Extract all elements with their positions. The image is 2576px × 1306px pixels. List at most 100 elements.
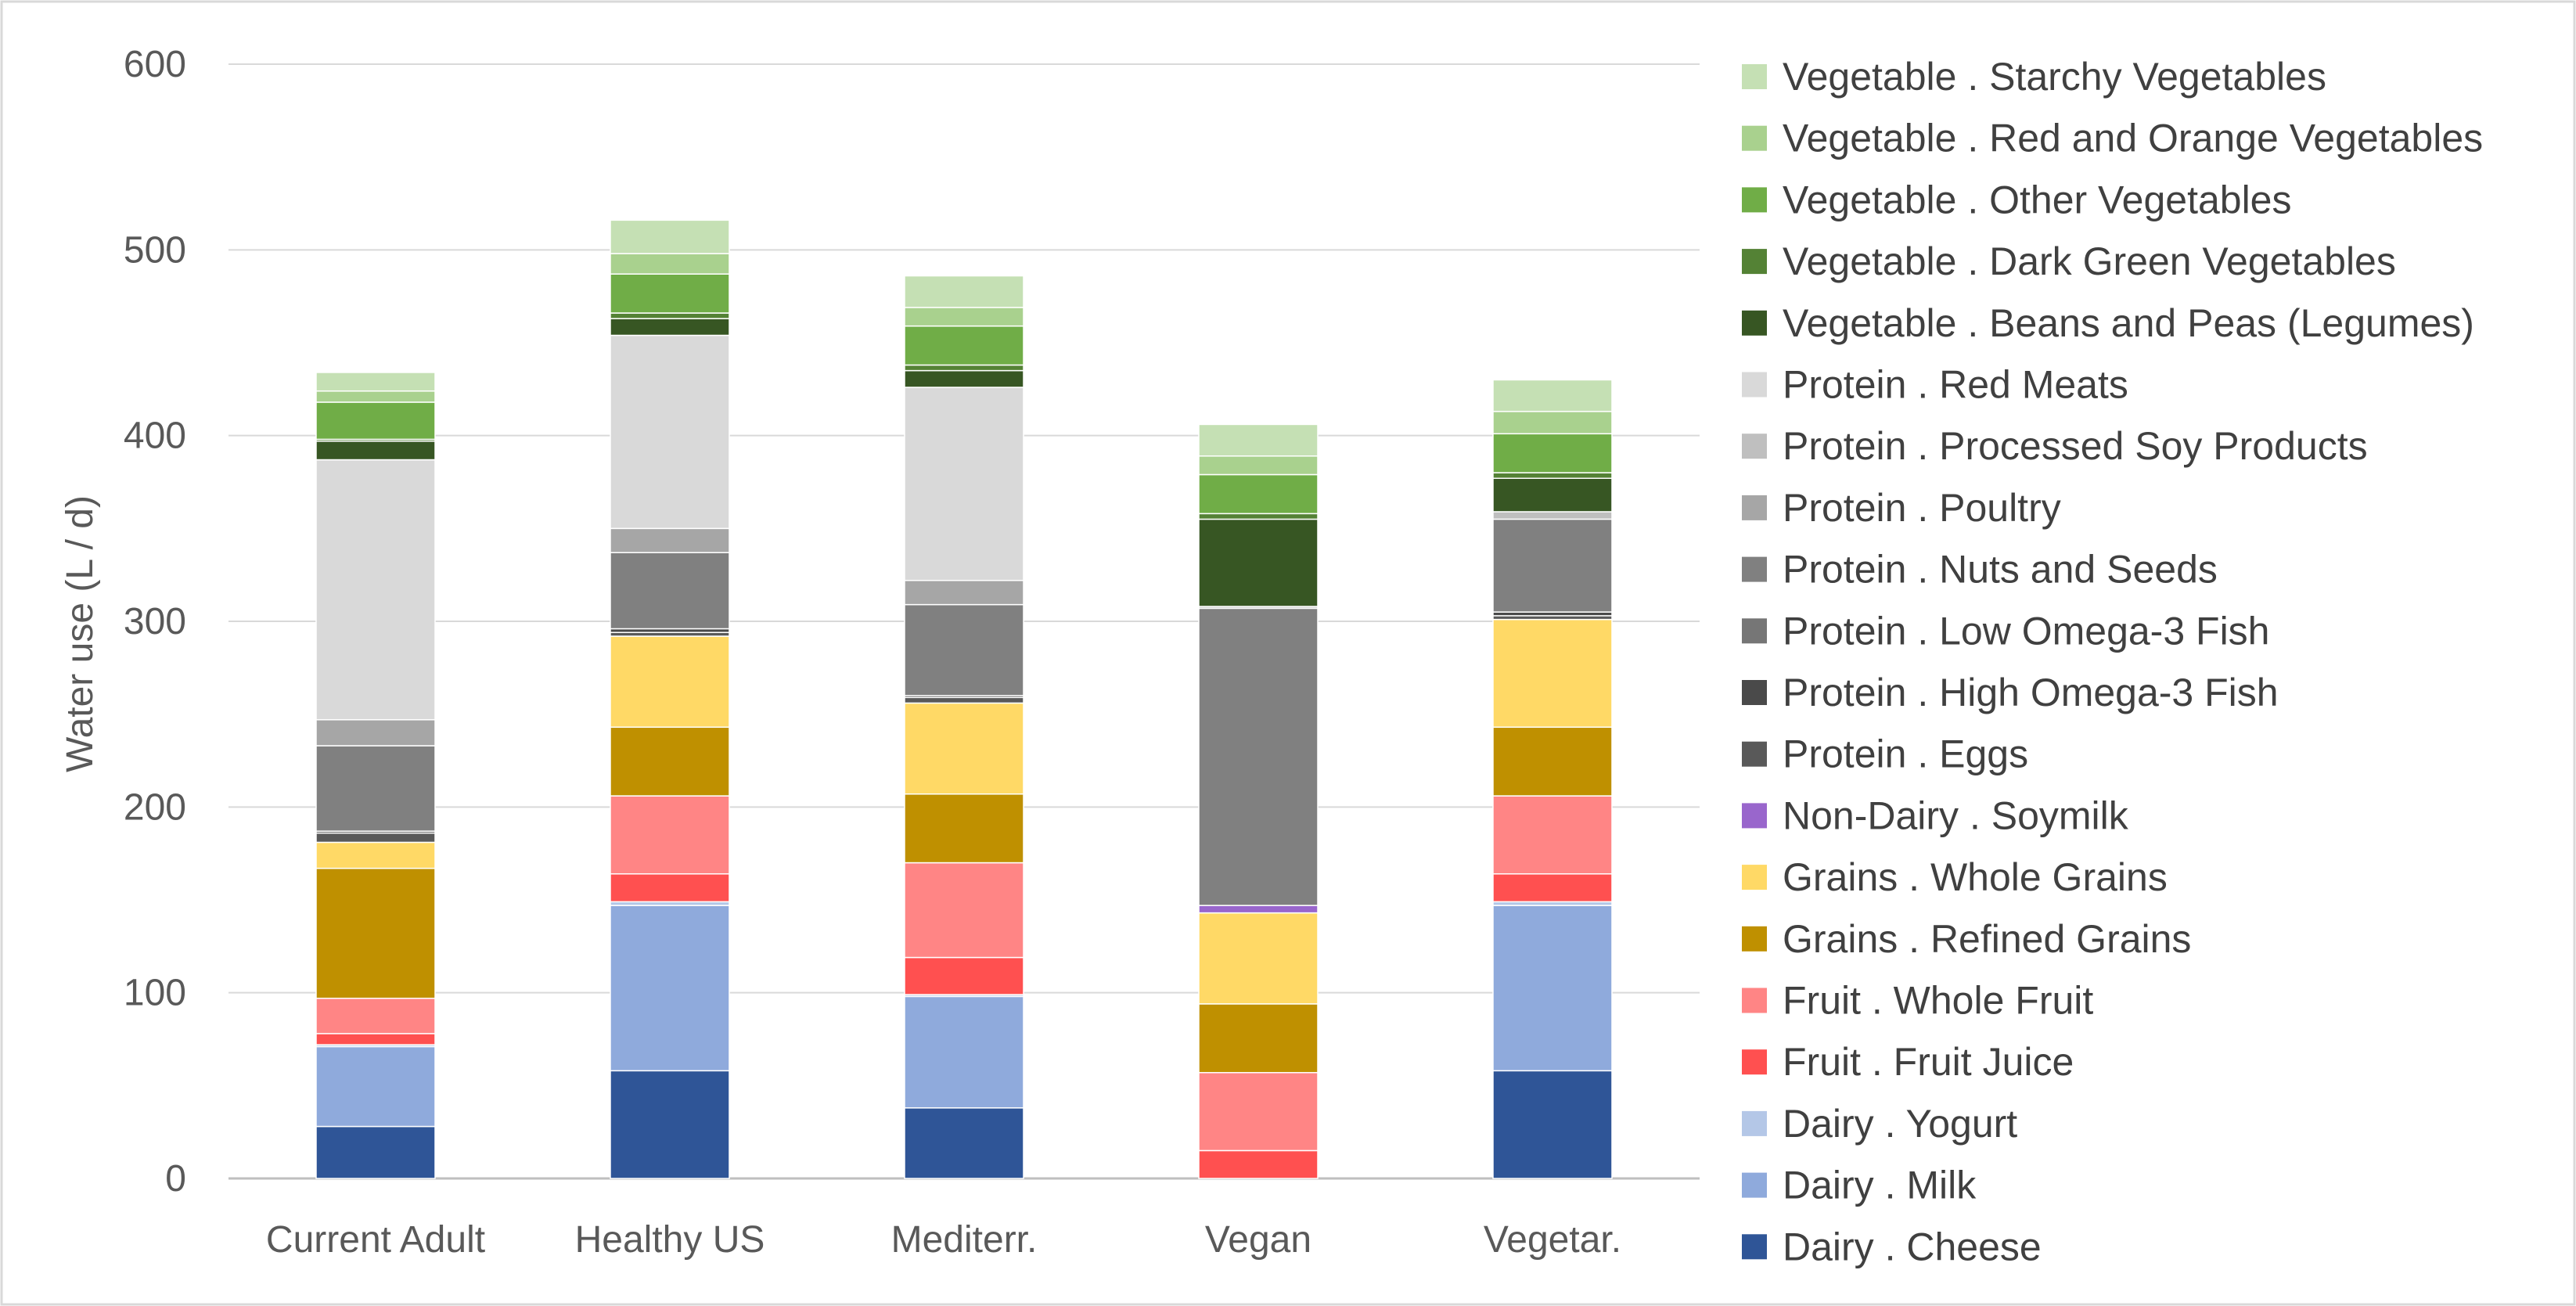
- bar-segment: [904, 580, 1024, 606]
- legend-swatch: [1742, 556, 1767, 582]
- bar-segment: [610, 318, 730, 336]
- bar-segment: [904, 1107, 1024, 1179]
- legend-swatch: [1742, 680, 1767, 705]
- legend-label: Fruit . Fruit Juice: [1783, 1040, 2074, 1084]
- x-axis: Current Adult Healthy US Mediterr. Vegan Veg…: [266, 1219, 1621, 1261]
- x-tick-label: Healthy US: [575, 1219, 765, 1261]
- bar-segment: [610, 334, 730, 530]
- bar-segment: [315, 745, 436, 832]
- bar-segment: [610, 219, 730, 254]
- bar-segment: [1198, 912, 1319, 1005]
- legend-label: Protein . Low Omega-3 Fish: [1783, 609, 2270, 653]
- bar-segment: [610, 726, 730, 797]
- bar-segment: [1492, 795, 1613, 875]
- legend-swatch: [1742, 125, 1767, 151]
- bar-segment: [904, 387, 1024, 581]
- legend-swatch: [1742, 1049, 1767, 1075]
- bar-segment: [1198, 455, 1319, 476]
- legend-swatch: [1742, 1234, 1767, 1260]
- bar-segment: [1492, 411, 1613, 435]
- legend-swatch: [1742, 187, 1767, 213]
- x-tick-label: Mediterr.: [891, 1219, 1038, 1261]
- bar-segment: [1492, 511, 1613, 520]
- bar-segment: [610, 795, 730, 875]
- bar-segment: [1492, 379, 1613, 412]
- bar-segment: [904, 307, 1024, 327]
- bar-segment: [1198, 513, 1319, 520]
- legend-swatch: [1742, 803, 1767, 829]
- legend-label: Dairy . Milk: [1783, 1164, 1977, 1207]
- bar-segment: [315, 459, 436, 721]
- x-tick-label: Vegan: [1205, 1219, 1311, 1261]
- legend-label: Non-Dairy . Soymilk: [1783, 793, 2129, 837]
- bar-segment: [315, 719, 436, 747]
- bar-segment: [904, 702, 1024, 795]
- bar-segment: [904, 696, 1024, 704]
- legend-swatch: [1742, 495, 1767, 520]
- bar-segment: [315, 998, 436, 1034]
- legend-swatch: [1742, 865, 1767, 890]
- legend-label: Protein . Poultry: [1783, 486, 2061, 530]
- bar-segment: [1198, 473, 1319, 515]
- legend-label: Protein . Eggs: [1783, 732, 2028, 776]
- legend-swatch: [1742, 618, 1767, 644]
- x-tick-label: Vegetar.: [1484, 1219, 1621, 1261]
- legend-swatch: [1742, 1110, 1767, 1136]
- bar-segment: [610, 1070, 730, 1179]
- y-axis: 0 100 200 300 400 500 600: [124, 44, 186, 1200]
- bar-segment: [610, 273, 730, 314]
- bar-segment: [610, 873, 730, 903]
- bar-segment: [315, 372, 436, 392]
- y-axis-title: Water use (L / d): [59, 495, 101, 772]
- legend-label: Protein . Nuts and Seeds: [1783, 548, 2218, 592]
- bar-segment: [315, 401, 436, 441]
- bar-segment: [904, 995, 1024, 1109]
- bar-segment: [315, 1045, 436, 1128]
- bar-segment: [904, 603, 1024, 696]
- bar-segment: [1198, 423, 1319, 457]
- legend-label: Vegetable . Dark Green Vegetables: [1783, 239, 2396, 283]
- bar-segment: [904, 862, 1024, 959]
- bar-segment: [1198, 518, 1319, 607]
- x-tick-label: Current Adult: [266, 1219, 485, 1261]
- bar-segment: [904, 325, 1024, 366]
- y-tick-label: 0: [165, 1158, 186, 1200]
- y-tick-label: 500: [124, 229, 186, 271]
- y-tick-label: 600: [124, 44, 186, 85]
- legend-swatch: [1742, 1172, 1767, 1198]
- bar-segment: [315, 390, 436, 403]
- bar-segment: [1492, 1070, 1613, 1179]
- bars: [315, 219, 1613, 1179]
- legend-label: Grains . Whole Grains: [1783, 855, 2168, 899]
- bar-segment: [1492, 726, 1613, 797]
- y-tick-label: 300: [124, 601, 186, 642]
- y-tick-label: 100: [124, 973, 186, 1014]
- bar-segment: [610, 527, 730, 553]
- legend-swatch: [1742, 434, 1767, 459]
- legend-swatch: [1742, 988, 1767, 1013]
- legend-label: Protein . High Omega-3 Fish: [1783, 671, 2279, 714]
- y-tick-label: 200: [124, 786, 186, 828]
- bar-segment: [315, 441, 436, 461]
- bar-segment: [610, 635, 730, 729]
- legend-label: Protein . Red Meats: [1783, 363, 2128, 407]
- legend-swatch: [1742, 64, 1767, 89]
- bar-segment: [610, 253, 730, 275]
- legend-label: Grains . Refined Grains: [1783, 917, 2191, 961]
- bar-segment: [904, 364, 1024, 372]
- legend-label: Vegetable . Other Vegetables: [1783, 178, 2292, 221]
- legend: Vegetable . Starchy Vegetables Vegetable …: [1742, 55, 2483, 1268]
- bar-segment: [1198, 607, 1319, 906]
- bar-segment: [904, 793, 1024, 864]
- legend-swatch: [1742, 310, 1767, 336]
- bar-segment: [1198, 1003, 1319, 1074]
- legend-label: Dairy . Yogurt: [1783, 1102, 2017, 1146]
- bar-segment: [904, 369, 1024, 388]
- bar-segment: [1492, 477, 1613, 513]
- legend-swatch: [1742, 926, 1767, 952]
- bar-segment: [610, 312, 730, 319]
- bar-segment: [610, 905, 730, 1072]
- legend-label: Protein . Processed Soy Products: [1783, 424, 2368, 468]
- bar-segment: [904, 956, 1024, 995]
